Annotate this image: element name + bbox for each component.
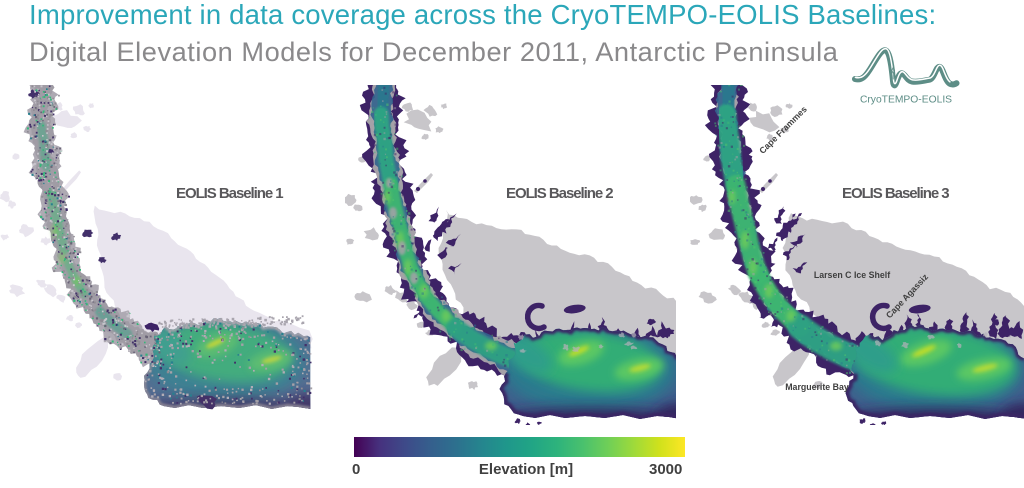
svg-text:Marguerite Bay: Marguerite Bay (785, 382, 849, 392)
svg-text:CryoTEMPO-EOLIS: CryoTEMPO-EOLIS (860, 95, 952, 106)
svg-text:Larsen C Ice Shelf: Larsen C Ice Shelf (814, 270, 890, 280)
